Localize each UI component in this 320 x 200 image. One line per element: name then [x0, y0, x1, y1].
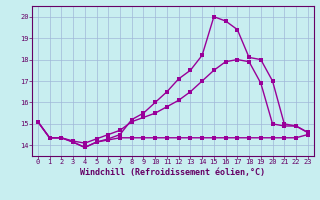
X-axis label: Windchill (Refroidissement éolien,°C): Windchill (Refroidissement éolien,°C): [80, 168, 265, 177]
